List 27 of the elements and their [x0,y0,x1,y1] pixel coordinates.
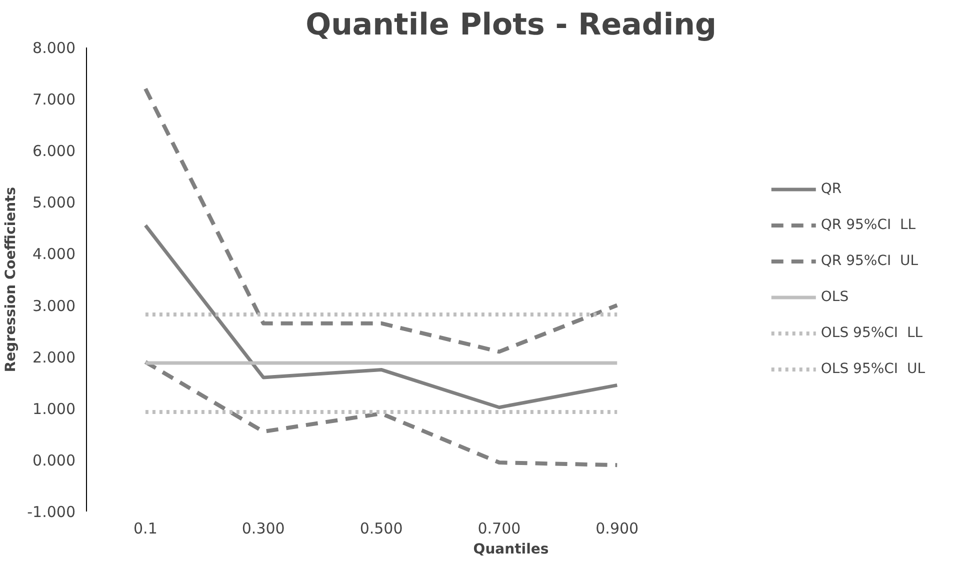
line-series [144,224,619,410]
x-tick-label: 0.1 [134,520,158,538]
y-tick-label: -1.000 [27,503,76,521]
legend-label: OLS 95%CI LL [820,325,923,341]
legend-label: QR [820,181,842,197]
x-tick-label: 0.900 [596,520,639,538]
line-series [143,360,620,468]
x-tick-label: 0.500 [360,520,403,538]
y-tick-label: 8.000 [32,39,76,57]
chart-title: Quantile Plots - Reading [306,8,716,42]
y-tick-label: 0.000 [32,451,76,470]
y-tick-label: 1.000 [32,400,76,418]
legend-label: QR 95%CI LL [820,217,916,233]
x-axis-title: Quantiles [473,542,549,558]
line-series [143,86,620,354]
legend-label: OLS [820,289,849,305]
legend-label: QR 95%CI UL [820,253,918,269]
y-tick-label: 7.000 [32,90,76,109]
y-tick-label: 2.000 [32,348,76,366]
y-tick-label: 5.000 [32,194,76,212]
y-tick-label: 4.000 [32,245,76,264]
x-tick-label: 0.300 [242,520,285,538]
y-tick-label: 6.000 [32,142,76,160]
legend-label: OLS 95%CI UL [820,361,925,377]
y-tick-label: 3.000 [32,296,76,315]
y-axis-title: Regression Coefficients [3,186,20,372]
x-tick-label: 0.700 [478,520,521,538]
